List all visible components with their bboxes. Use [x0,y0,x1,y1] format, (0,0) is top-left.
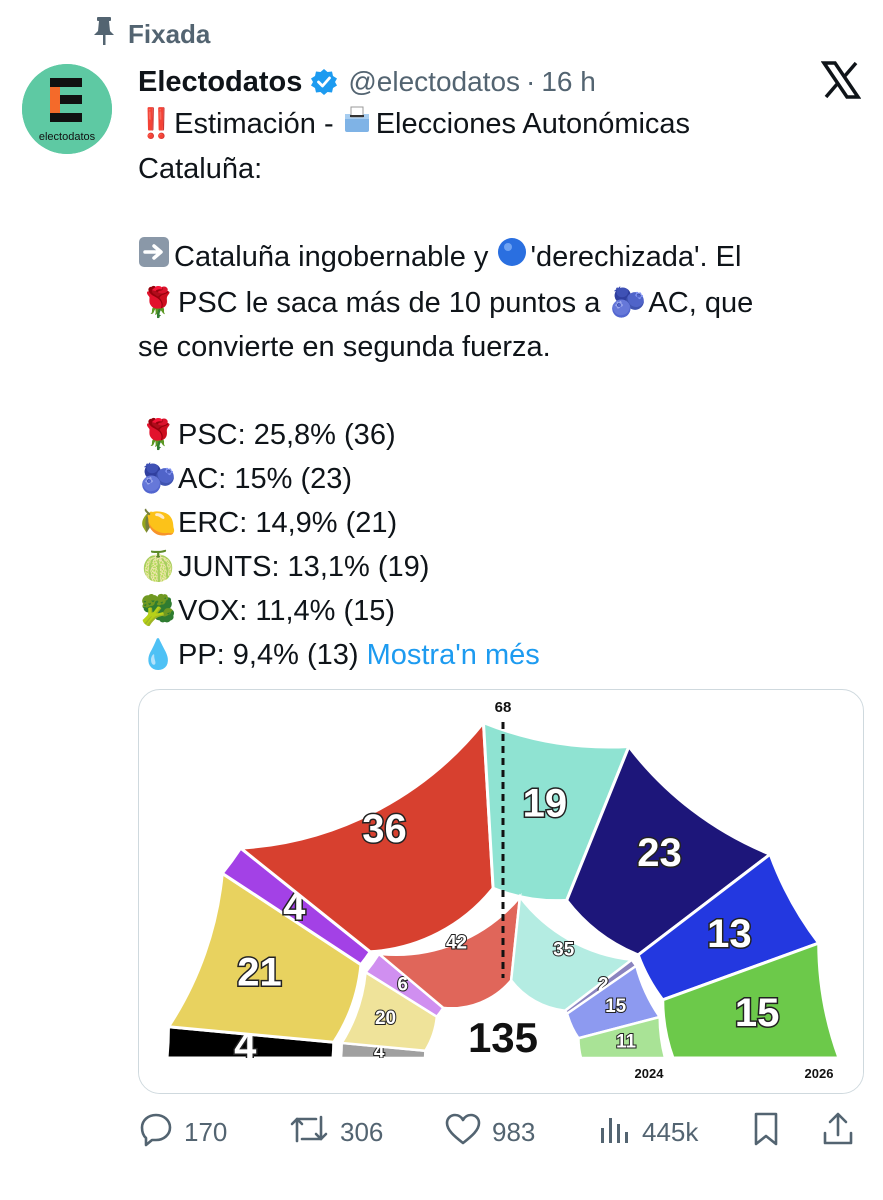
ballot-box-icon [342,103,372,147]
pinned-label: Fixada [128,18,211,49]
blueberries-icon: 🫐 [139,463,177,496]
repost-count: 306 [340,1116,384,1147]
pin-icon [92,16,116,53]
broccoli-icon: 🥦 [139,595,177,628]
repost-button[interactable]: 306 [288,1111,383,1154]
tweet-line: 🌹PSC le saca más de 10 puntos a 🫐AC, que [138,281,868,325]
blue-circle-icon [496,236,528,281]
views-button[interactable]: 445k [598,1112,698,1153]
action-bar: 170 306 983 445k [138,1108,861,1156]
outer-seat-segment [236,718,495,954]
melon-icon: 🍈 [139,551,177,584]
inner-seat-label: 42 [446,933,467,954]
inner-seat-label: 6 [397,975,408,996]
like-icon [444,1112,482,1153]
pinned-indicator: Fixada [92,14,210,54]
bookmark-button[interactable] [750,1111,782,1154]
inner-seat-label: 15 [605,996,627,1017]
tweet-text: ‼️Estimación - Elecciones Autonómicas Ca… [138,102,868,677]
lemon-icon: 🍋 [139,507,177,540]
x-logo-icon [820,60,862,100]
double-exclamation-icon: ‼️ [138,108,175,140]
inner-seat-label: 11 [616,1032,637,1053]
share-button[interactable] [820,1111,856,1154]
parliament-chart-card[interactable]: 4 21 4 36 19 23 13 15 4 20 6 42 35 2 15 11 68 135 2024 2026 [138,689,864,1094]
result-text: VOX: 11,4% (15) [178,595,396,628]
tweet-line: se convierte en segunda fuerza. [138,331,551,364]
share-icon [820,1111,856,1154]
results-list: 🌹PSC: 25,8% (36) 🫐AC: 15% (23) 🍋ERC: 14,9%… [138,413,868,677]
result-line: 🍋ERC: 14,9% (21) [138,501,868,545]
outer-seat-label: 13 [707,912,752,956]
inner-seat-label: 20 [375,1008,396,1029]
separator-dot: · [526,66,536,97]
result-text: AC: 15% (23) [178,463,353,496]
outer-seat-label: 19 [523,781,568,825]
rose-icon: 🌹 [139,287,177,320]
views-count: 445k [642,1116,699,1147]
views-icon [598,1112,632,1153]
outer-seat-label: 23 [637,831,682,875]
tweet-line: ‼️Estimación - Elecciones Autonómicas [138,102,868,147]
result-line: 🌹PSC: 25,8% (36) [138,413,868,457]
result-line: 🥦VOX: 11,4% (15) [138,589,868,633]
show-more-link[interactable]: Mostra'n més [366,639,540,672]
result-text: PP: 9,4% (13) [178,639,359,672]
result-text: JUNTS: 13,1% (19) [178,551,430,584]
post-time[interactable]: 16 h [541,66,596,97]
blueberries-icon: 🫐 [610,287,647,320]
inner-seat-label: 35 [553,939,575,960]
author-name[interactable]: Electodatos [138,65,303,98]
rose-icon: 🌹 [139,419,177,452]
inner-ring-year-label: 2024 [635,1066,665,1081]
like-count: 983 [492,1116,536,1147]
outer-seat-label: 21 [237,951,282,995]
avatar-text: electodatos [39,131,96,143]
total-seats-label: 135 [468,1014,538,1061]
result-line: 🍈JUNTS: 13,1% (19) [138,545,868,589]
droplet-icon: 💧 [139,639,177,672]
avatar[interactable]: electodatos [22,64,112,154]
tweet-line: Cataluña ingobernable y 'derechizada'. E… [138,235,868,281]
outer-ring-year-label: 2026 [805,1066,834,1081]
outer-seat-label: 36 [362,807,407,851]
reply-count: 170 [184,1116,228,1147]
tweet-line: Cataluña: [138,153,263,186]
majority-label: 68 [495,699,512,716]
reply-icon [138,1111,174,1154]
result-text: ERC: 14,9% (21) [178,507,398,540]
result-line: 💧PP: 9,4% (13) Mostra'n més [138,633,868,677]
verified-icon [310,68,338,96]
right-arrow-icon [138,236,170,281]
tweet-header: Electodatos @electodatos · 16 h [138,58,861,106]
author-handle[interactable]: @electodatos [348,66,521,97]
outer-seat-label: 15 [735,991,780,1035]
result-text: PSC: 25,8% (36) [178,419,396,452]
reply-button[interactable]: 170 [138,1111,227,1154]
like-button[interactable]: 983 [444,1112,535,1153]
result-line: 🫐AC: 15% (23) [138,457,868,501]
bookmark-icon [750,1111,782,1154]
repost-icon [288,1111,330,1154]
